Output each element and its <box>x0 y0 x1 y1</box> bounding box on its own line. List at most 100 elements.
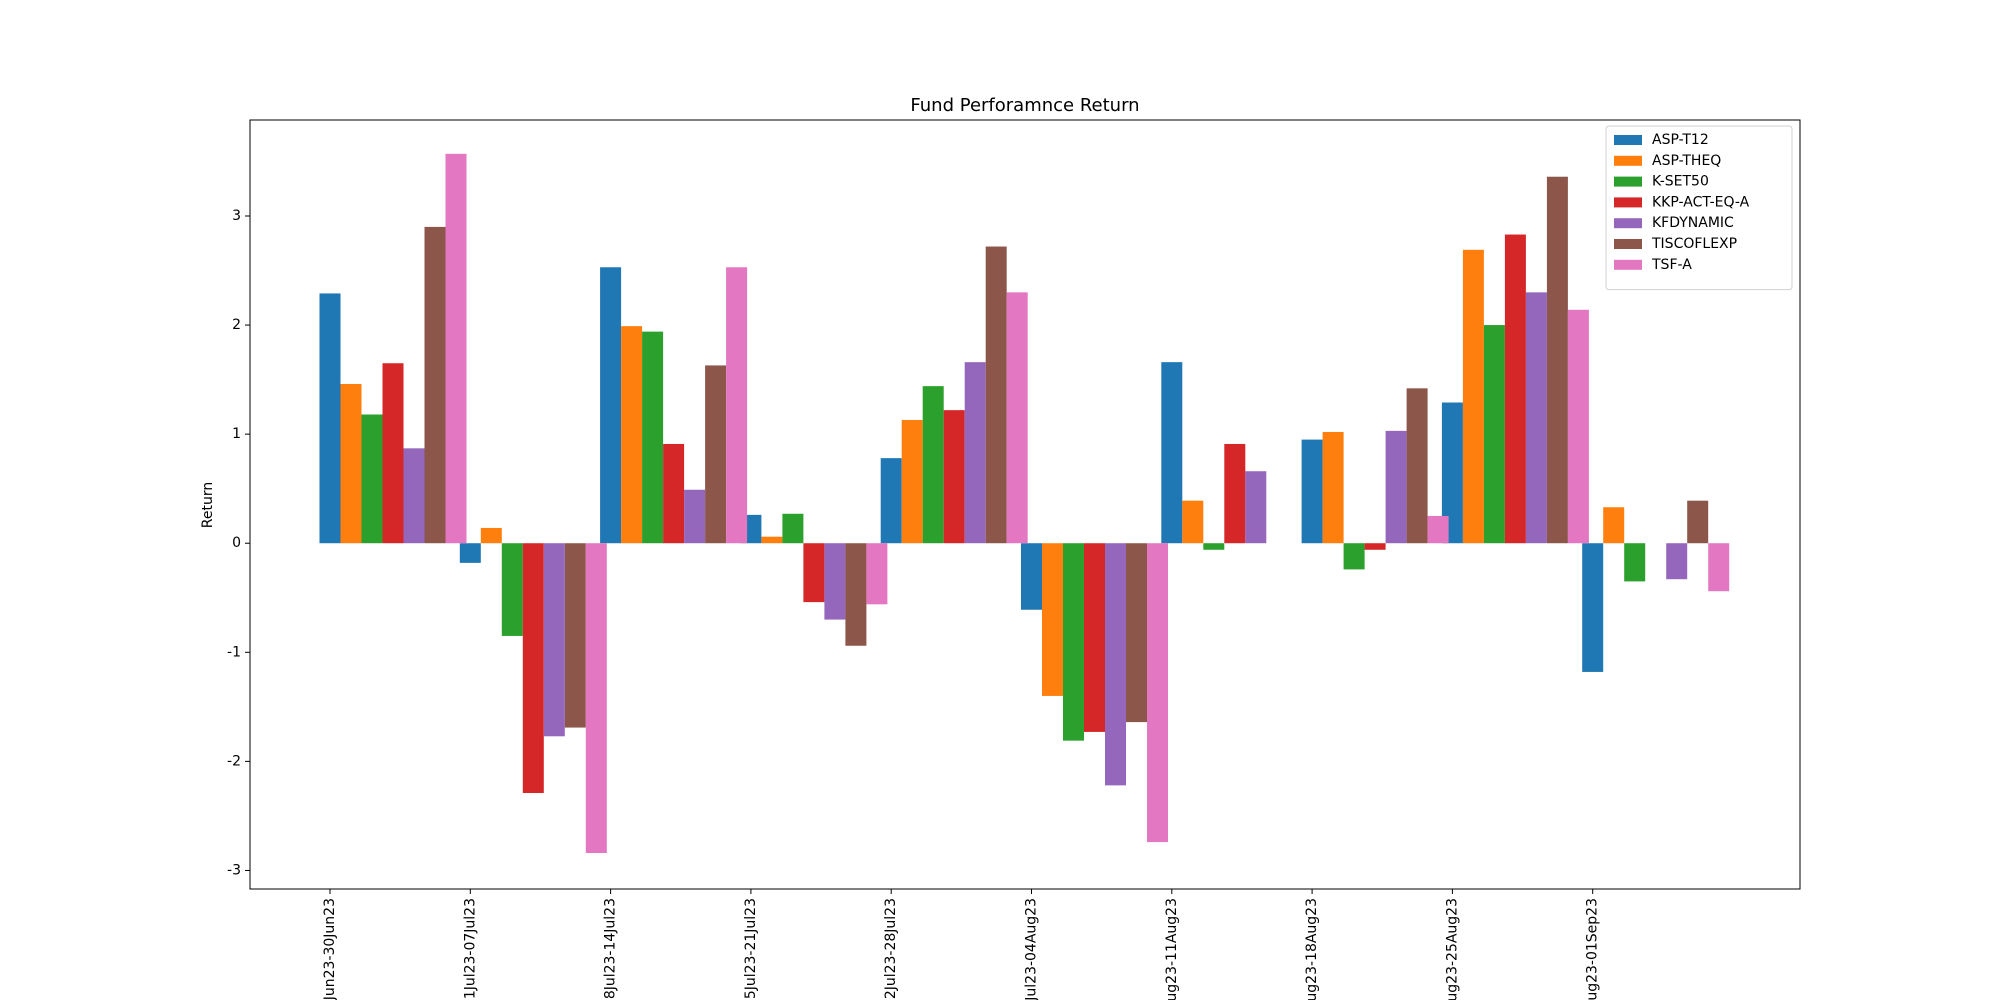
bar <box>459 543 481 563</box>
bar <box>1203 543 1225 550</box>
bar <box>319 293 341 544</box>
bar <box>1042 543 1063 696</box>
bar <box>621 326 643 544</box>
x-tick-label: 24Jun23-30Jun23 <box>322 898 338 1000</box>
y-tick-label: -3 <box>227 862 241 878</box>
bar <box>866 543 888 605</box>
bar <box>1687 500 1709 544</box>
x-tick-label: 15Jul23-21Jul23 <box>743 898 759 1000</box>
bar <box>1525 292 1547 544</box>
legend-swatch <box>1614 197 1642 208</box>
x-tick-label: 29Jul23-04Aug23 <box>1024 898 1040 1000</box>
bar <box>1245 471 1267 544</box>
bar <box>1182 500 1204 544</box>
bar <box>445 153 467 544</box>
bar <box>1483 325 1505 544</box>
legend-label: ASP-THEQ <box>1652 153 1721 169</box>
bar <box>1582 543 1604 672</box>
bar <box>761 536 783 544</box>
axes-frame <box>249 119 1801 890</box>
legend-swatch <box>1614 135 1642 145</box>
bar <box>1666 543 1688 580</box>
bar <box>501 543 523 636</box>
bar <box>1364 543 1386 550</box>
bar <box>600 267 622 544</box>
bar <box>1006 292 1028 544</box>
bar <box>803 543 825 603</box>
bar <box>922 386 944 544</box>
chart-title: Fund Perforamnce Return <box>910 95 1139 116</box>
y-tick-label: -2 <box>227 753 241 769</box>
bar <box>1147 543 1168 843</box>
bar <box>1504 234 1526 544</box>
bar <box>985 246 1007 544</box>
bar <box>663 443 685 544</box>
bar <box>1385 430 1407 544</box>
x-tick-label: 22Jul23-28Jul23 <box>883 898 899 1000</box>
bar <box>1084 543 1105 732</box>
bar <box>1624 543 1646 582</box>
bar <box>564 543 586 728</box>
bar <box>824 543 846 620</box>
bar <box>1462 249 1484 544</box>
legend-box <box>1605 125 1793 291</box>
legend-swatch <box>1614 176 1642 187</box>
legend-swatch <box>1614 155 1642 166</box>
legend-label: ASP-T12 <box>1652 132 1709 148</box>
x-tick-label: 08Jul23-14Jul23 <box>603 898 619 1000</box>
bar <box>424 226 446 544</box>
bar <box>1427 515 1449 544</box>
bar <box>1441 402 1463 544</box>
legend: ASP-T12 ASP-THEQ K-SET50 KKP-ACT-EQ-A KFDYNA… <box>1605 125 1793 291</box>
bar <box>1406 388 1428 544</box>
legend-swatch <box>1614 259 1642 270</box>
bar <box>382 363 404 544</box>
legend-label: KKP-ACT-EQ-A <box>1652 194 1750 210</box>
bar <box>726 267 748 544</box>
x-tick-label: 12Aug23-18Aug23 <box>1304 898 1320 1000</box>
bar <box>880 458 902 544</box>
bar <box>361 414 383 544</box>
bar <box>964 362 986 544</box>
bar <box>1021 543 1042 610</box>
bar <box>782 513 804 544</box>
x-tick-label: 01Jul23-07Jul23 <box>462 898 478 1000</box>
bar <box>1126 543 1147 723</box>
legend-label: K-SET50 <box>1652 174 1709 190</box>
bar <box>585 543 607 854</box>
y-tick-label: 0 <box>232 535 241 551</box>
legend-label: TISCOFLEXP <box>1651 236 1737 252</box>
bar <box>1105 543 1126 786</box>
bar <box>1161 362 1183 544</box>
bar <box>522 543 544 794</box>
y-tick-label: 3 <box>232 208 241 224</box>
bar <box>845 543 867 646</box>
bar <box>1603 507 1625 544</box>
bar <box>642 331 664 544</box>
y-tick-label: 1 <box>232 426 241 442</box>
bar <box>1063 543 1084 741</box>
legend-swatch <box>1614 218 1642 229</box>
bar <box>543 543 565 737</box>
legend-label: KFDYNAMIC <box>1652 215 1734 231</box>
y-axis-label: Return <box>200 482 216 528</box>
bar <box>1322 431 1344 544</box>
bar <box>1567 309 1589 544</box>
legend-label: TSF-A <box>1651 257 1692 273</box>
y-tick-label: -1 <box>227 644 241 660</box>
y-tick-label: 2 <box>232 317 241 333</box>
bar <box>943 410 965 544</box>
bar <box>684 489 706 544</box>
bar <box>1224 443 1246 544</box>
bar <box>705 365 727 544</box>
bar <box>480 527 502 544</box>
bar <box>340 383 362 544</box>
x-tick-label: 19Aug23-25Aug23 <box>1444 898 1460 1000</box>
bar <box>1343 543 1365 570</box>
bar <box>1546 176 1568 544</box>
x-tick-label: 26Aug23-01Sep23 <box>1585 898 1601 1000</box>
bar <box>1708 543 1730 592</box>
legend-swatch <box>1614 239 1642 249</box>
bar <box>403 448 425 544</box>
